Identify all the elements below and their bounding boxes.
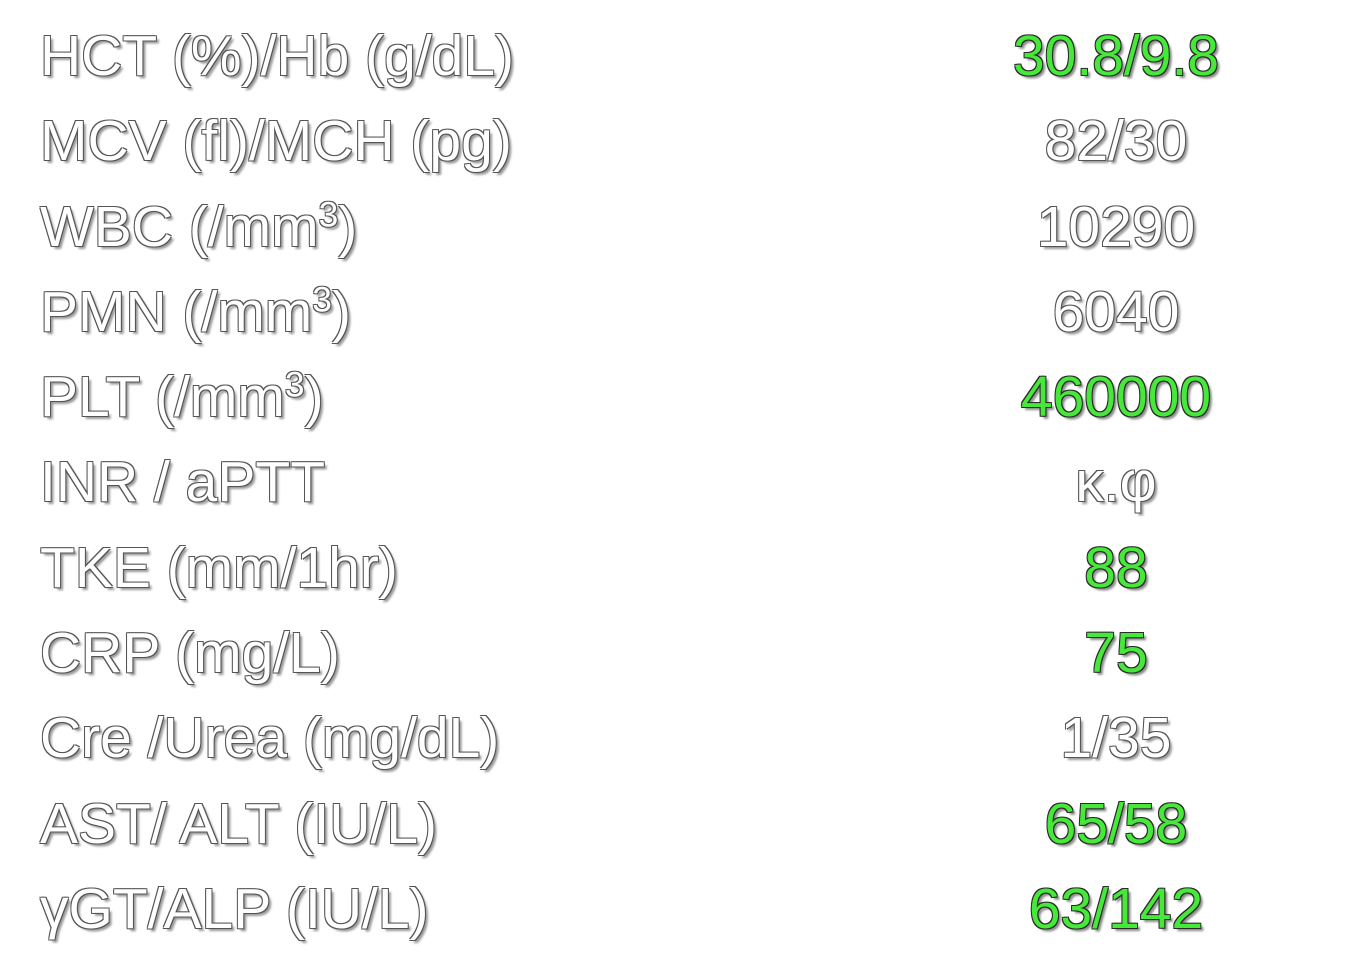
lab-label: PLT (/mm3) [40,365,324,430]
lab-label: Cre /Urea (mg/dL) [40,706,500,771]
lab-value: 75 [1084,621,1148,686]
lab-value: 6040 [1052,279,1180,344]
lab-row-inr-aptt: INR / aPTT κ.φ [0,440,1372,525]
lab-value: 88 [1084,535,1148,600]
superscript: 3 [318,195,339,235]
lab-value: 460000 [1020,365,1212,430]
lab-label: INR / aPTT [40,450,326,515]
lab-row-crp: CRP (mg/L) 75 [0,611,1372,696]
lab-label: WBC (/mm3) [40,194,358,259]
lab-value: 10290 [1036,194,1196,259]
lab-row-ggt-alp: γGT/ALP (IU/L) 63/142 [0,867,1372,952]
lab-value: 63/142 [1028,876,1204,941]
lab-label: AST/ ALT (IU/L) [40,791,437,856]
lab-row-cre-urea: Cre /Urea (mg/dL) 1/35 [0,696,1372,781]
lab-label: TKE (mm/1hr) [40,535,398,600]
lab-row-pmn: PMN (/mm3) 6040 [0,270,1372,355]
lab-value: κ.φ [1075,450,1157,515]
lab-label: MCV (fl)/MCH (pg) [40,109,512,174]
lab-row-plt: PLT (/mm3) 460000 [0,355,1372,440]
lab-label: PMN (/mm3) [40,279,351,344]
lab-row-tke: TKE (mm/1hr) 88 [0,526,1372,611]
superscript: 3 [312,280,332,320]
lab-row-wbc: WBC (/mm3) 10290 [0,185,1372,270]
lab-row-hct-hb: HCT (%)/Hb (g/dL) 30.8/9.8 [0,14,1372,99]
lab-label: HCT (%)/Hb (g/dL) [40,24,515,88]
lab-results-table: HCT (%)/Hb (g/dL) 30.8/9.8 MCV (fl)/MCH … [0,14,1372,952]
lab-row-mcv-mch: MCV (fl)/MCH (pg) 82/30 [0,99,1372,184]
lab-value: 65/58 [1044,791,1188,856]
lab-label: CRP (mg/L) [40,621,340,686]
superscript: 3 [284,365,305,405]
lab-value: 30.8/9.8 [1012,24,1219,88]
lab-value: 82/30 [1044,109,1188,174]
lab-row-ast-alt: AST/ ALT (IU/L) 65/58 [0,782,1372,867]
lab-value: 1/35 [1060,706,1172,771]
lab-label: γGT/ALP (IU/L) [40,876,429,941]
